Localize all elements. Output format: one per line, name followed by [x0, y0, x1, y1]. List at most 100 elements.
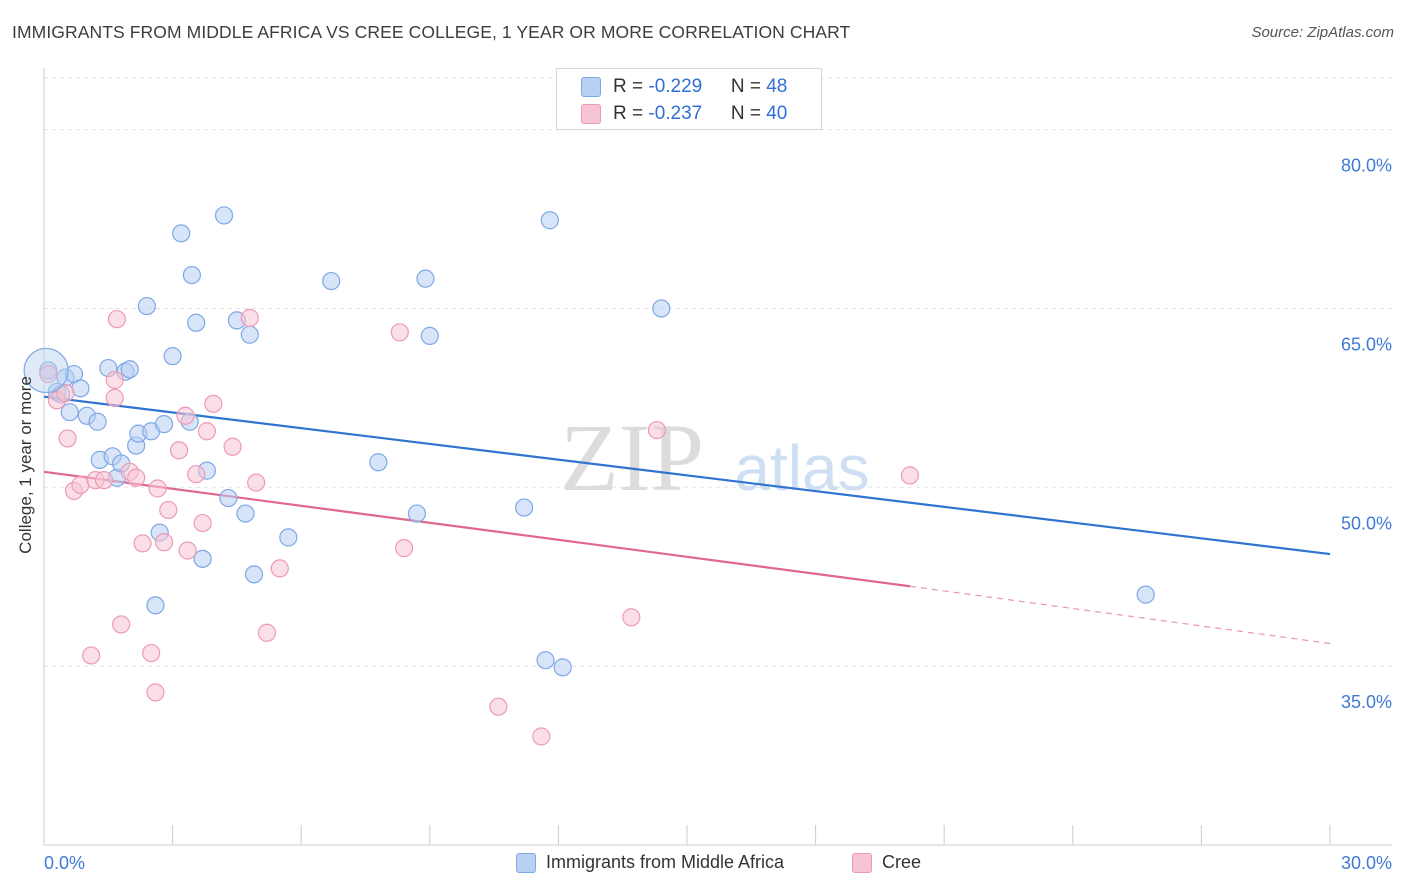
blue-point	[652, 299, 671, 318]
pink-point	[197, 422, 216, 441]
blue-point	[420, 326, 439, 345]
pink-point	[247, 473, 266, 492]
pink-point	[105, 370, 124, 390]
source-label: Source: ZipAtlas.com	[1251, 24, 1394, 41]
tick-labels: 35.0% 50.0% 65.0% 80.0% 0.0% 30.0%	[44, 156, 1392, 873]
pink-trend-extension	[909, 585, 1331, 645]
blue-point	[407, 504, 427, 523]
blue-trend-line	[43, 395, 1331, 556]
pink-trend-line	[43, 470, 911, 588]
n-label: N =	[730, 103, 767, 124]
blue-point	[154, 415, 174, 434]
pink-point	[532, 727, 551, 746]
pink-point	[154, 533, 174, 552]
r-label: R =	[613, 103, 649, 124]
blue-swatch	[516, 852, 536, 873]
r-value: -0.237	[648, 103, 703, 124]
blue-point	[553, 658, 572, 677]
axes	[43, 68, 1392, 846]
pink-point	[146, 683, 165, 702]
y-tick-label: 50.0%	[1341, 513, 1392, 533]
legend-item-cree[interactable]: Cree	[852, 852, 921, 873]
blue-point	[137, 296, 156, 316]
x-tick-label: 0.0%	[44, 853, 85, 873]
pink-point	[127, 468, 146, 487]
pink-point	[240, 308, 259, 328]
y-tick-label: 80.0%	[1341, 156, 1392, 176]
blue-point	[416, 269, 435, 288]
watermark: ZIP atlas	[560, 404, 870, 511]
blue-point	[120, 360, 139, 379]
pink-point	[159, 500, 178, 520]
blue-point	[182, 265, 201, 285]
data-points	[23, 206, 1155, 746]
pink-point	[142, 643, 161, 663]
blue-point	[60, 403, 79, 422]
n-value: 40	[766, 103, 788, 124]
pink-point	[58, 429, 77, 448]
pink-point	[71, 475, 90, 495]
pink-point	[107, 310, 126, 329]
pink-point	[204, 394, 223, 413]
blue-point	[219, 488, 238, 508]
pink-point	[257, 623, 277, 642]
blue-point-large	[23, 347, 69, 394]
pink-point	[169, 441, 189, 460]
pink-point	[223, 437, 242, 456]
watermark-zip: ZIP	[560, 404, 704, 511]
legend-label: Immigrants from Middle Africa	[546, 852, 785, 872]
pink-point	[133, 534, 152, 553]
correlation-legend: R = -0.229 N = 48 R = -0.237 N = 40	[556, 68, 822, 130]
blue-point	[279, 528, 298, 547]
pink-point	[394, 539, 414, 558]
blue-point	[172, 224, 191, 243]
legend-label: Cree	[882, 852, 922, 872]
bottom-legend: Immigrants from Middle Africa Cree	[0, 852, 1406, 876]
pink-swatch	[852, 852, 872, 873]
pink-point	[178, 541, 197, 560]
legend-item-middle-africa[interactable]: Immigrants from Middle Africa	[516, 852, 784, 873]
pink-point	[148, 479, 167, 498]
blue-point	[163, 347, 182, 366]
y-tick-label: 65.0%	[1341, 334, 1392, 354]
blue-point	[540, 211, 559, 230]
y-tick-label: 35.0%	[1341, 692, 1392, 712]
blue-point	[71, 379, 90, 398]
blue-point	[146, 596, 165, 615]
blue-point	[240, 325, 259, 344]
pink-point	[176, 406, 195, 425]
blue-point	[193, 549, 212, 568]
blue-point	[1136, 585, 1155, 604]
pink-point	[105, 388, 124, 407]
n-label: N =	[730, 76, 767, 97]
n-value: 48	[766, 76, 788, 97]
pink-point	[622, 608, 641, 627]
blue-point	[515, 498, 534, 517]
pink-point	[56, 384, 75, 403]
pink-point	[112, 615, 131, 634]
y-axis-label: College, 1 year or more	[16, 376, 35, 554]
pink-point	[647, 420, 667, 440]
chart-title: IMMIGRANTS FROM MIDDLE AFRICA VS CREE CO…	[12, 22, 851, 42]
blue-point	[244, 565, 264, 584]
watermark-atlas: atlas	[734, 432, 869, 504]
pink-point	[187, 465, 206, 484]
pink-point	[193, 513, 212, 533]
blue-point	[322, 271, 341, 291]
pink-point	[900, 466, 920, 485]
x-tick-label: 30.0%	[1341, 853, 1392, 873]
blue-point	[236, 504, 255, 523]
r-label: R =	[613, 76, 649, 97]
blue-swatch	[581, 77, 601, 97]
y-axis-label-wrap: College, 1 year or more	[16, 376, 36, 554]
pink-point	[489, 697, 508, 716]
pink-point	[390, 323, 409, 342]
blue-point	[88, 412, 107, 431]
blue-point	[187, 313, 206, 332]
pink-point	[270, 559, 289, 578]
pink-point	[39, 364, 58, 384]
blue-point	[369, 453, 388, 472]
blue-point	[536, 651, 555, 670]
r-value: -0.229	[648, 76, 703, 97]
